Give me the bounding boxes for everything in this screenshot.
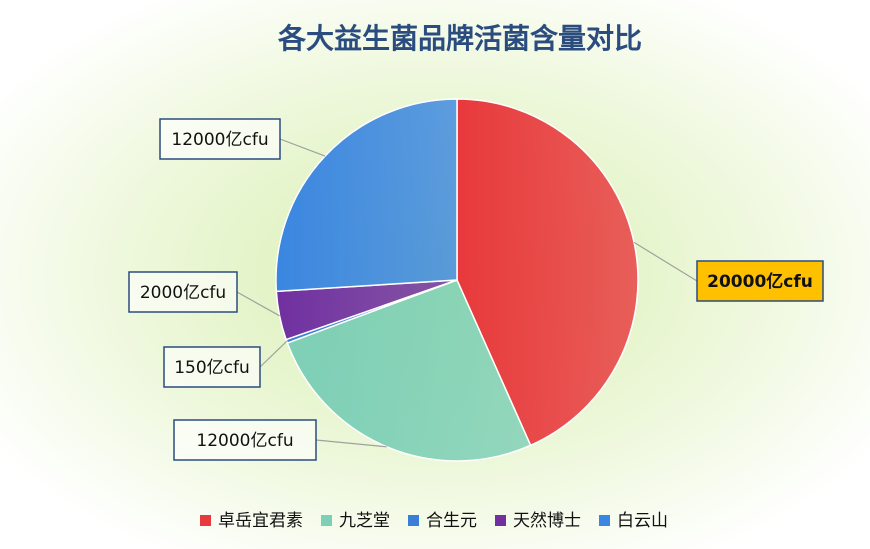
pie-slice — [275, 98, 458, 293]
leader-line — [315, 439, 387, 448]
legend-marker — [495, 515, 506, 526]
leader-line — [633, 241, 698, 282]
legend-marker — [408, 515, 419, 526]
label-box — [696, 260, 824, 302]
data-label: 2000亿cfu — [140, 283, 226, 303]
chart-title: 各大益生菌品牌活菌含量对比 — [277, 22, 642, 55]
label-box — [173, 419, 317, 461]
legend-label: 天然博士 — [513, 511, 581, 531]
data-label: 150亿cfu — [174, 358, 250, 378]
leader-line — [259, 340, 288, 368]
pie-slice — [456, 98, 639, 447]
label-box — [159, 118, 281, 160]
legend-label: 合生元 — [426, 511, 477, 531]
label-box — [128, 271, 238, 313]
legend-marker — [200, 515, 211, 526]
legend-label: 卓岳宜君素 — [218, 511, 303, 531]
legend-label: 白云山 — [617, 511, 668, 531]
leader-line — [236, 291, 280, 317]
leader-line — [279, 138, 326, 157]
legend-label: 九芝堂 — [339, 511, 390, 531]
pie-slice — [286, 279, 532, 462]
data-label: 12000亿cfu — [196, 431, 293, 451]
legend-marker — [599, 515, 610, 526]
data-label: 12000亿cfu — [171, 130, 268, 150]
label-box — [163, 346, 261, 388]
data-label: 20000亿cfu — [707, 271, 813, 292]
legend-marker — [321, 515, 332, 526]
